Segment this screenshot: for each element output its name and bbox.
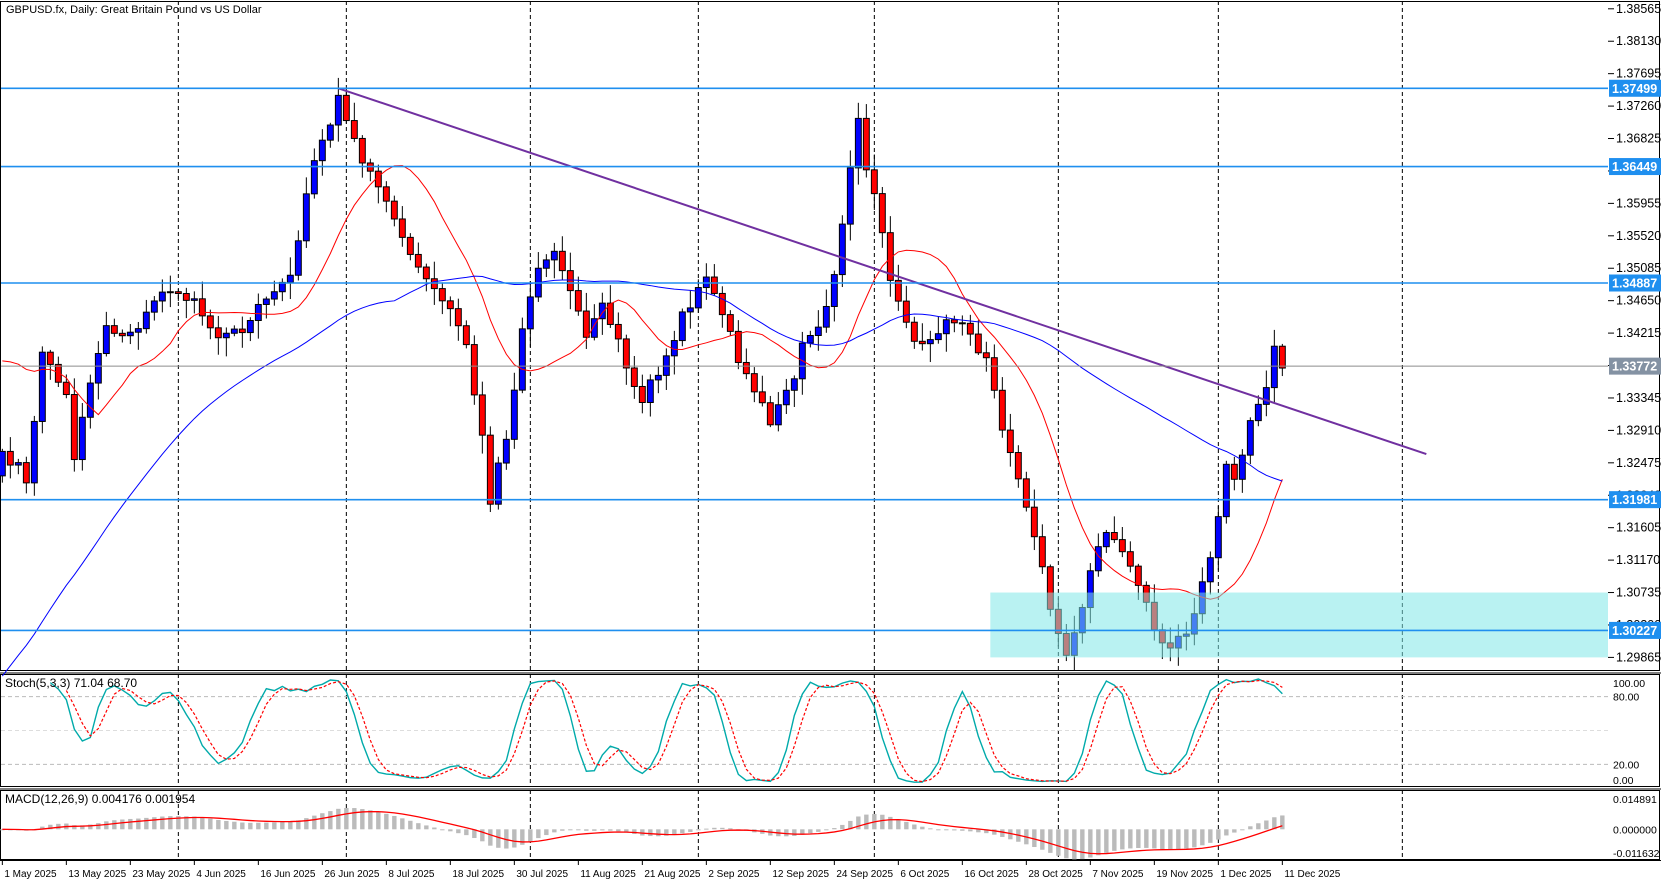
svg-text:1.29865: 1.29865 <box>1616 650 1661 664</box>
svg-text:16 Jun 2025: 16 Jun 2025 <box>260 869 315 880</box>
svg-text:1.32910: 1.32910 <box>1616 423 1661 437</box>
svg-text:23 May 2025: 23 May 2025 <box>132 869 190 880</box>
svg-text:1 Dec 2025: 1 Dec 2025 <box>1220 869 1272 880</box>
svg-text:GBPUSD.fx, Daily: Great Brita: GBPUSD.fx, Daily: Great Britain Pound vs… <box>6 4 262 16</box>
svg-text:1.31981: 1.31981 <box>1612 493 1657 507</box>
svg-text:1.34215: 1.34215 <box>1616 326 1661 340</box>
svg-text:30 Jul 2025: 30 Jul 2025 <box>516 869 568 880</box>
svg-text:2 Sep 2025: 2 Sep 2025 <box>708 869 760 880</box>
svg-text:1.30735: 1.30735 <box>1616 586 1661 600</box>
svg-text:19 Nov 2025: 19 Nov 2025 <box>1156 869 1213 880</box>
svg-text:1.31605: 1.31605 <box>1616 521 1661 535</box>
svg-text:1.35520: 1.35520 <box>1616 229 1661 243</box>
svg-text:1 May 2025: 1 May 2025 <box>4 869 57 880</box>
svg-text:13 May 2025: 13 May 2025 <box>68 869 126 880</box>
svg-text:16 Oct 2025: 16 Oct 2025 <box>964 869 1019 880</box>
svg-text:1.31170: 1.31170 <box>1616 553 1660 567</box>
svg-text:MACD(12,26,9) 0.004176 0.00195: MACD(12,26,9) 0.004176 0.001954 <box>5 792 195 806</box>
svg-text:12 Sep 2025: 12 Sep 2025 <box>772 869 829 880</box>
svg-text:1.38565: 1.38565 <box>1616 2 1661 16</box>
svg-text:8 Jul 2025: 8 Jul 2025 <box>388 869 435 880</box>
svg-text:28 Oct 2025: 28 Oct 2025 <box>1028 869 1083 880</box>
svg-text:1.38130: 1.38130 <box>1616 34 1661 48</box>
svg-text:1.34650: 1.34650 <box>1616 294 1661 308</box>
svg-text:1.35085: 1.35085 <box>1616 261 1661 275</box>
svg-text:26 Jun 2025: 26 Jun 2025 <box>324 869 379 880</box>
svg-text:0.00: 0.00 <box>1613 775 1634 787</box>
svg-text:1.36825: 1.36825 <box>1616 132 1661 146</box>
svg-text:0.000000: 0.000000 <box>1613 824 1657 836</box>
svg-text:24 Sep 2025: 24 Sep 2025 <box>836 869 893 880</box>
svg-text:1.36449: 1.36449 <box>1612 160 1657 174</box>
svg-text:18 Jul 2025: 18 Jul 2025 <box>452 869 504 880</box>
svg-text:1.32475: 1.32475 <box>1616 456 1661 470</box>
svg-text:21 Aug 2025: 21 Aug 2025 <box>644 869 701 880</box>
svg-text:1.33345: 1.33345 <box>1616 391 1661 405</box>
svg-text:Stoch(5,3,3) 71.04 68.70: Stoch(5,3,3) 71.04 68.70 <box>5 676 137 690</box>
svg-text:1.37260: 1.37260 <box>1616 99 1661 113</box>
svg-text:1.37695: 1.37695 <box>1616 67 1661 81</box>
svg-text:4 Jun 2025: 4 Jun 2025 <box>196 869 246 880</box>
svg-text:6 Oct 2025: 6 Oct 2025 <box>900 869 949 880</box>
svg-text:20.00: 20.00 <box>1613 759 1639 771</box>
svg-text:11 Aug 2025: 11 Aug 2025 <box>580 869 636 880</box>
svg-text:1.30227: 1.30227 <box>1612 624 1657 638</box>
svg-text:80.00: 80.00 <box>1613 692 1639 704</box>
svg-text:11 Dec 2025: 11 Dec 2025 <box>1284 869 1340 880</box>
svg-text:1.33772: 1.33772 <box>1612 360 1657 374</box>
svg-text:0.014891: 0.014891 <box>1613 794 1657 806</box>
svg-text:7 Nov 2025: 7 Nov 2025 <box>1092 869 1144 880</box>
svg-text:1.35955: 1.35955 <box>1616 196 1661 210</box>
svg-text:1.37499: 1.37499 <box>1612 82 1657 96</box>
svg-text:1.34887: 1.34887 <box>1612 277 1657 291</box>
svg-text:100.00: 100.00 <box>1613 678 1645 690</box>
svg-text:-0.011632: -0.011632 <box>1613 848 1660 860</box>
